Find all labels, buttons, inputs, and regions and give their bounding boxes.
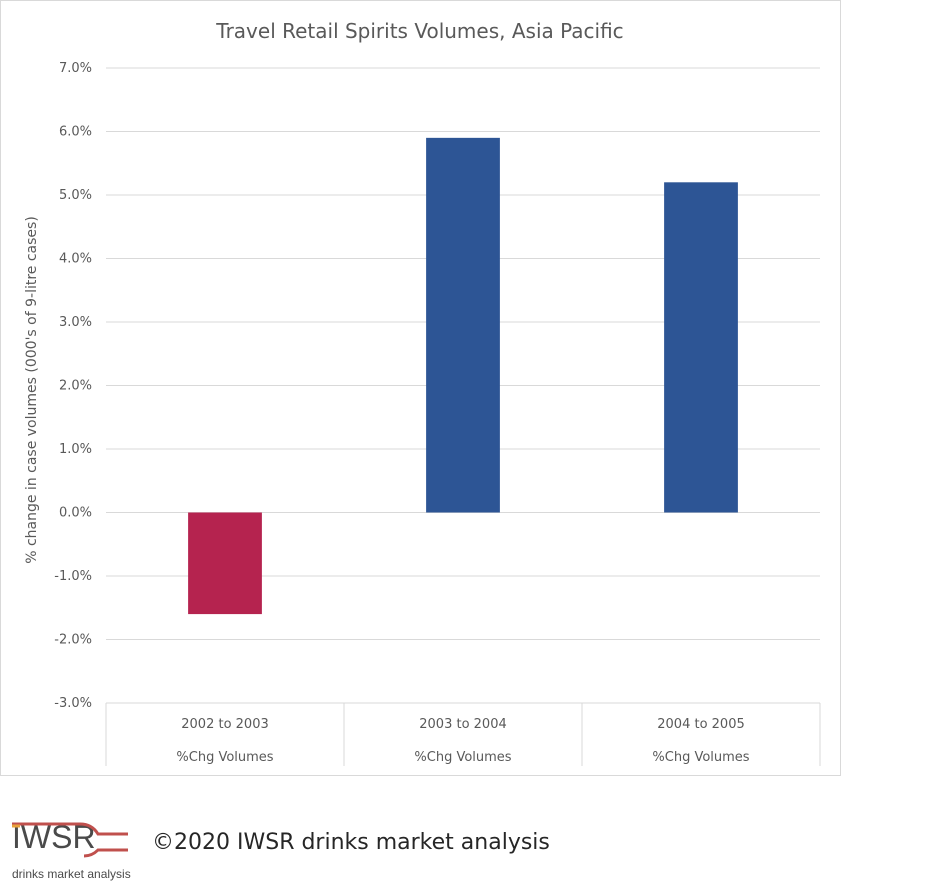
chart-title: Travel Retail Spirits Volumes, Asia Paci… xyxy=(215,19,623,43)
category-label: 2002 to 2003 xyxy=(181,717,268,732)
logo-tagline: drinks market analysis xyxy=(12,867,131,881)
y-axis-ticks: 7.0% 6.0% 5.0% 4.0% 3.0% 2.0% 1.0% 0.0% -1.0% -2.… xyxy=(54,61,92,711)
y-tick-label: 5.0% xyxy=(59,188,92,203)
y-tick-label: 2.0% xyxy=(59,379,92,394)
bar-2003-to-2004 xyxy=(426,137,500,513)
bar-2002-to-2003 xyxy=(188,512,262,615)
y-tick-label: 0.0% xyxy=(59,506,92,521)
logo-line-bottom xyxy=(83,848,128,858)
category-label: 2004 to 2005 xyxy=(657,717,744,732)
y-axis-label: % change in case volumes (000's of 9-lit… xyxy=(24,216,40,564)
logo-line-top xyxy=(12,822,128,836)
y-tick-label: -1.0% xyxy=(54,569,92,584)
y-tick-label: -3.0% xyxy=(54,696,92,711)
bar-2004-to-2005 xyxy=(664,182,738,513)
iwsr-logo: IWSR drinks market analysis xyxy=(12,819,131,881)
y-tick-label: 3.0% xyxy=(59,315,92,330)
category-axis: 2002 to 2003 %Chg Volumes 2003 to 2004 %Chg… xyxy=(105,703,821,766)
y-tick-label: 4.0% xyxy=(59,252,92,267)
category-sublabel: %Chg Volumes xyxy=(414,750,511,765)
category-sublabel: %Chg Volumes xyxy=(176,750,273,765)
y-tick-label: 7.0% xyxy=(59,61,92,76)
copyright-text: ©2020 IWSR drinks market analysis xyxy=(152,830,550,855)
y-tick-label: 6.0% xyxy=(59,125,92,140)
category-sublabel: %Chg Volumes xyxy=(652,750,749,765)
bar-chart: Travel Retail Spirits Volumes, Asia Paci… xyxy=(24,19,821,766)
bars xyxy=(188,137,738,615)
y-tick-label: 1.0% xyxy=(59,442,92,457)
footer: IWSR drinks market analysis ©2020 IWSR d… xyxy=(0,800,942,893)
category-label: 2003 to 2004 xyxy=(419,717,506,732)
y-tick-label: -2.0% xyxy=(54,633,92,648)
